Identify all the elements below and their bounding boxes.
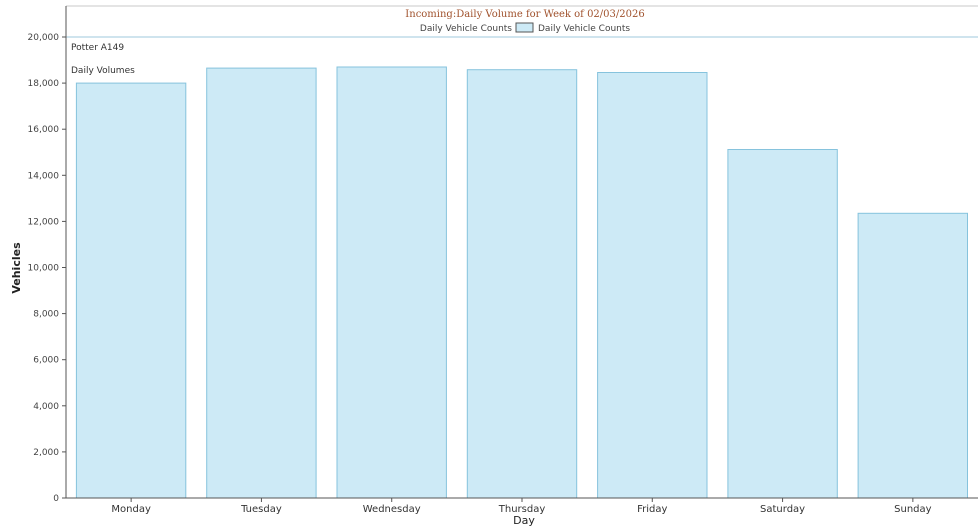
x-axis-title: Day <box>513 514 535 527</box>
y-tick-label: 2,000 <box>33 448 59 458</box>
bar-tuesday <box>206 67 317 499</box>
y-tick-label: 0 <box>53 494 59 504</box>
bar-wednesday <box>336 66 447 499</box>
bar-monday <box>75 82 187 499</box>
bar-friday <box>597 72 708 499</box>
annotation-location: Potter A149 <box>71 43 124 53</box>
y-tick-label: 18,000 <box>28 79 60 89</box>
legend-label-left: Daily Vehicle Counts <box>420 24 512 34</box>
bar-sunday <box>857 212 968 499</box>
y-tick-label: 4,000 <box>33 402 59 412</box>
y-tick-label: 20,000 <box>28 33 60 43</box>
legend-swatch <box>515 22 534 33</box>
y-axis-title: Vehicles <box>10 242 23 294</box>
x-tick-label: Monday <box>111 504 151 515</box>
bar-saturday <box>727 149 838 499</box>
x-tick-label: Tuesday <box>240 504 282 515</box>
y-tick-label: 12,000 <box>28 217 60 227</box>
y-tick-label: 6,000 <box>33 356 59 366</box>
y-tick-label: 14,000 <box>28 171 60 181</box>
x-tick-label: Sunday <box>894 504 931 515</box>
y-tick-label: 16,000 <box>28 125 60 135</box>
legend: Daily Vehicle Counts Daily Vehicle Count… <box>420 22 630 34</box>
x-tick-label: Friday <box>637 504 667 515</box>
x-tick-label: Saturday <box>760 504 805 515</box>
bar-thursday <box>466 69 578 499</box>
y-tick-label: 10,000 <box>28 264 60 274</box>
annotation-subtitle: Daily Volumes <box>71 66 135 76</box>
y-tick-label: 8,000 <box>33 310 59 320</box>
chart-title: Incoming:Daily Volume for Week of 02/03/… <box>405 9 644 20</box>
x-tick-label: Wednesday <box>363 504 421 515</box>
legend-label-right: Daily Vehicle Counts <box>538 24 630 34</box>
x-tick-label: Thursday <box>498 504 546 515</box>
